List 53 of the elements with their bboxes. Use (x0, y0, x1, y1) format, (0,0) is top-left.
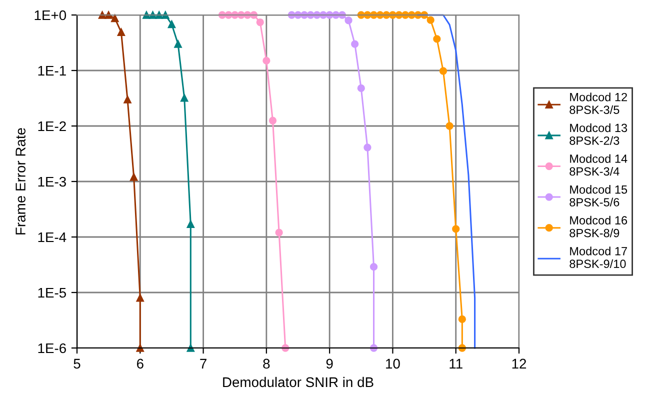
legend-label: Modcod 15 8PSK-5/6 (570, 185, 628, 206)
point (256, 18, 264, 26)
point (104, 11, 112, 19)
point (370, 263, 378, 271)
point (458, 315, 466, 324)
point (186, 344, 194, 352)
point (136, 344, 144, 352)
point (155, 11, 163, 19)
point (275, 228, 283, 236)
y-tick-label: 1E-1 (38, 66, 66, 76)
point (162, 11, 170, 19)
point (168, 20, 176, 28)
x-tick-label: 10 (386, 358, 400, 369)
x-tick-label: 7 (200, 358, 206, 368)
x-tick-label: 8 (263, 358, 270, 369)
point (446, 122, 454, 130)
point (174, 40, 182, 48)
point (268, 116, 277, 124)
y-tick-label: 1E-2 (38, 121, 66, 132)
point (426, 16, 434, 24)
point (186, 220, 194, 228)
legend-label: Modcod 12 8PSK-3/5 (570, 92, 627, 114)
point (180, 94, 188, 102)
y-tick-label: 1E+0 (34, 10, 66, 20)
x-tick-label: 6 (136, 358, 144, 369)
x-tick-label: 5 (74, 358, 80, 369)
point (364, 144, 372, 152)
y-tick-label: 1E-6 (38, 343, 66, 354)
y-tick-label: 1E-4 (38, 232, 66, 242)
legend-label: Modcod 13 8PSK-2/3 (570, 123, 628, 145)
legend-label: Modcod 16 8PSK-8/9 (570, 216, 628, 238)
point (136, 294, 144, 302)
point (357, 84, 365, 92)
point (439, 67, 448, 75)
legend-label: Modcod 14 8PSK-3/4 (570, 154, 628, 176)
point (111, 14, 119, 22)
x-tick-label: 9 (326, 358, 333, 369)
point (452, 225, 460, 233)
point (117, 28, 126, 36)
x-tick-label: 11 (450, 358, 462, 368)
point (262, 56, 270, 65)
point (124, 96, 132, 104)
point (344, 16, 352, 24)
point (351, 40, 359, 48)
y-tick-label: 1E-5 (38, 288, 66, 298)
point (142, 11, 150, 19)
point (130, 173, 138, 181)
y-tick-label: 1E-3 (38, 176, 66, 187)
legend-label: Modcod 17 8PSK-9/10 (570, 246, 627, 268)
y-axis-title: Frame Error Rate (16, 128, 26, 234)
x-tick-label: 12 (512, 358, 526, 368)
point (433, 35, 441, 43)
x-axis-title: Demodulator SNIR in dB (223, 376, 374, 388)
